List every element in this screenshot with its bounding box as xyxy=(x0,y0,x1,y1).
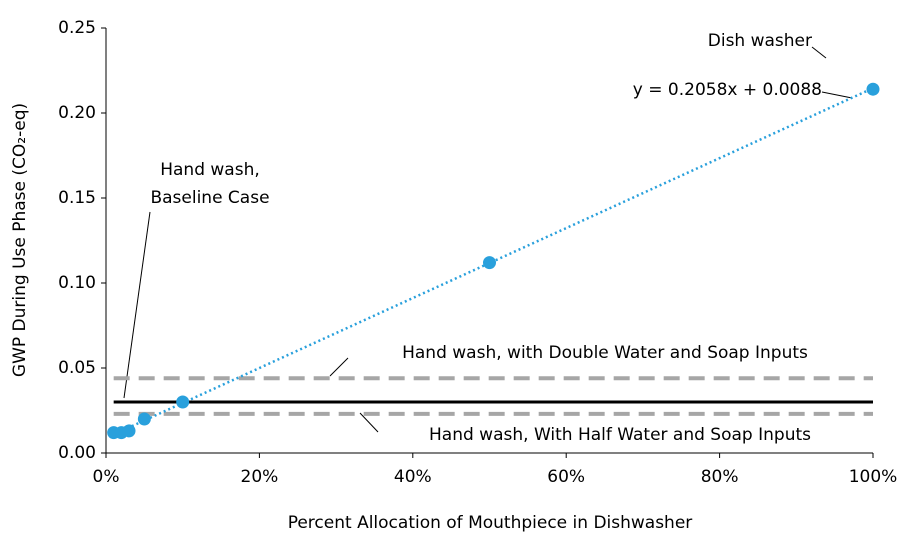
series-label: Dish washer xyxy=(708,31,812,51)
x-tick-label: 100% xyxy=(849,467,898,487)
x-tick-label: 0% xyxy=(93,467,120,487)
y-tick-label: 0.20 xyxy=(58,103,96,123)
reference-label: Hand wash, With Half Water and Soap Inpu… xyxy=(429,425,811,445)
leader-lines xyxy=(123,46,853,433)
trendline-label: y = 0.2058x + 0.0088 xyxy=(633,80,822,100)
x-tick-label: 80% xyxy=(701,467,739,487)
y-tick-label: 0.05 xyxy=(58,358,96,378)
y-axis-label: GWP During Use Phase (CO₂-eq) xyxy=(10,103,30,377)
point xyxy=(866,82,880,96)
x-tick-label: 60% xyxy=(547,467,585,487)
leader xyxy=(329,357,349,377)
point xyxy=(483,256,496,270)
point xyxy=(176,395,190,409)
point xyxy=(137,412,151,426)
leader xyxy=(811,46,827,59)
leader xyxy=(821,91,853,99)
reference-label: Hand wash, with Double Water and Soap In… xyxy=(402,343,808,363)
y-tick-label: 0.10 xyxy=(58,273,96,293)
leader xyxy=(123,211,151,399)
point xyxy=(122,424,136,438)
leader xyxy=(359,412,379,433)
y-tick-label: 0.25 xyxy=(58,18,96,38)
y-tick-label: 0.15 xyxy=(58,188,96,208)
trendline xyxy=(113,87,874,436)
y-tick-label: 0.00 xyxy=(58,443,96,463)
x-tick-label: 20% xyxy=(241,467,279,487)
x-axis-label: Percent Allocation of Mouthpiece in Dish… xyxy=(288,513,693,533)
reference-label: Baseline Case xyxy=(150,188,269,208)
reference-label: Hand wash, xyxy=(160,160,260,180)
x-tick-label: 40% xyxy=(394,467,432,487)
